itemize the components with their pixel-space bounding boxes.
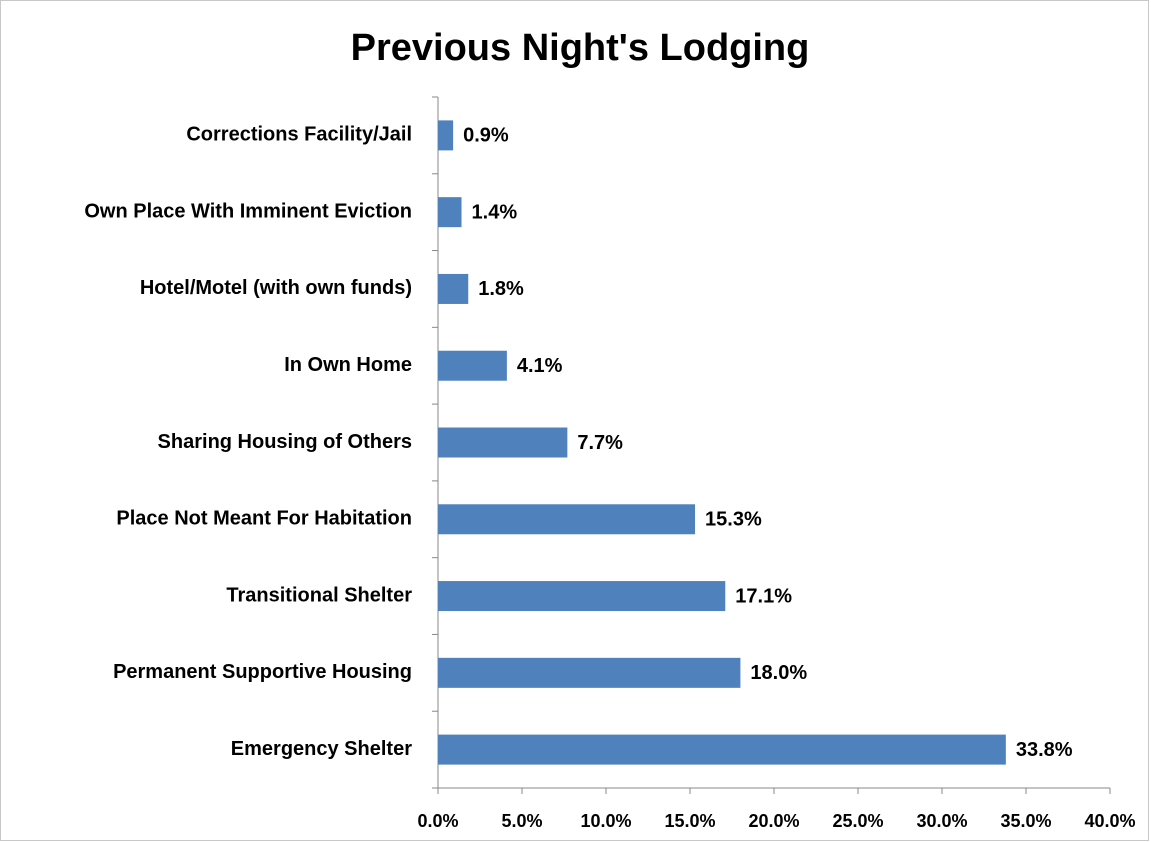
value-label: 0.9%: [463, 125, 509, 147]
y-tick-label: Own Place With Imminent Eviction: [84, 200, 412, 222]
value-label: 7.7%: [577, 432, 623, 454]
x-tick-label: 30.0%: [916, 811, 967, 831]
bar: [438, 197, 462, 228]
y-tick-label: Hotel/Motel (with own funds): [140, 277, 412, 299]
bar: [438, 120, 454, 151]
y-tick-label: Emergency Shelter: [231, 738, 412, 760]
y-tick-label: Place Not Meant For Habitation: [116, 508, 412, 530]
value-label: 1.8%: [478, 278, 524, 300]
y-tick-label: Sharing Housing of Others: [158, 431, 412, 453]
value-label: 18.0%: [750, 662, 807, 684]
x-tick-label: 0.0%: [417, 811, 458, 831]
x-tick-label: 5.0%: [501, 811, 542, 831]
y-tick-label: Permanent Supportive Housing: [113, 661, 412, 683]
value-label: 1.4%: [472, 201, 518, 223]
x-tick-label: 20.0%: [748, 811, 799, 831]
x-tick-label: 10.0%: [580, 811, 631, 831]
bar: [438, 504, 696, 535]
bar: [438, 350, 507, 381]
y-tick-label: In Own Home: [284, 354, 412, 376]
value-label: 17.1%: [735, 585, 792, 607]
bar: [438, 657, 741, 688]
x-tick-label: 15.0%: [664, 811, 715, 831]
x-tick-label: 25.0%: [832, 811, 883, 831]
bar: [438, 273, 469, 304]
bar: [438, 427, 568, 458]
value-label: 4.1%: [517, 355, 563, 377]
x-tick-label: 40.0%: [1084, 811, 1135, 831]
chart-title: Previous Night's Lodging: [351, 27, 810, 69]
bar: [438, 734, 1006, 765]
value-label: 15.3%: [705, 509, 762, 531]
value-label: 33.8%: [1016, 739, 1073, 761]
y-tick-label: Transitional Shelter: [226, 584, 412, 606]
x-tick-label: 35.0%: [1000, 811, 1051, 831]
bar: [438, 581, 726, 612]
y-tick-label: Corrections Facility/Jail: [186, 124, 412, 146]
